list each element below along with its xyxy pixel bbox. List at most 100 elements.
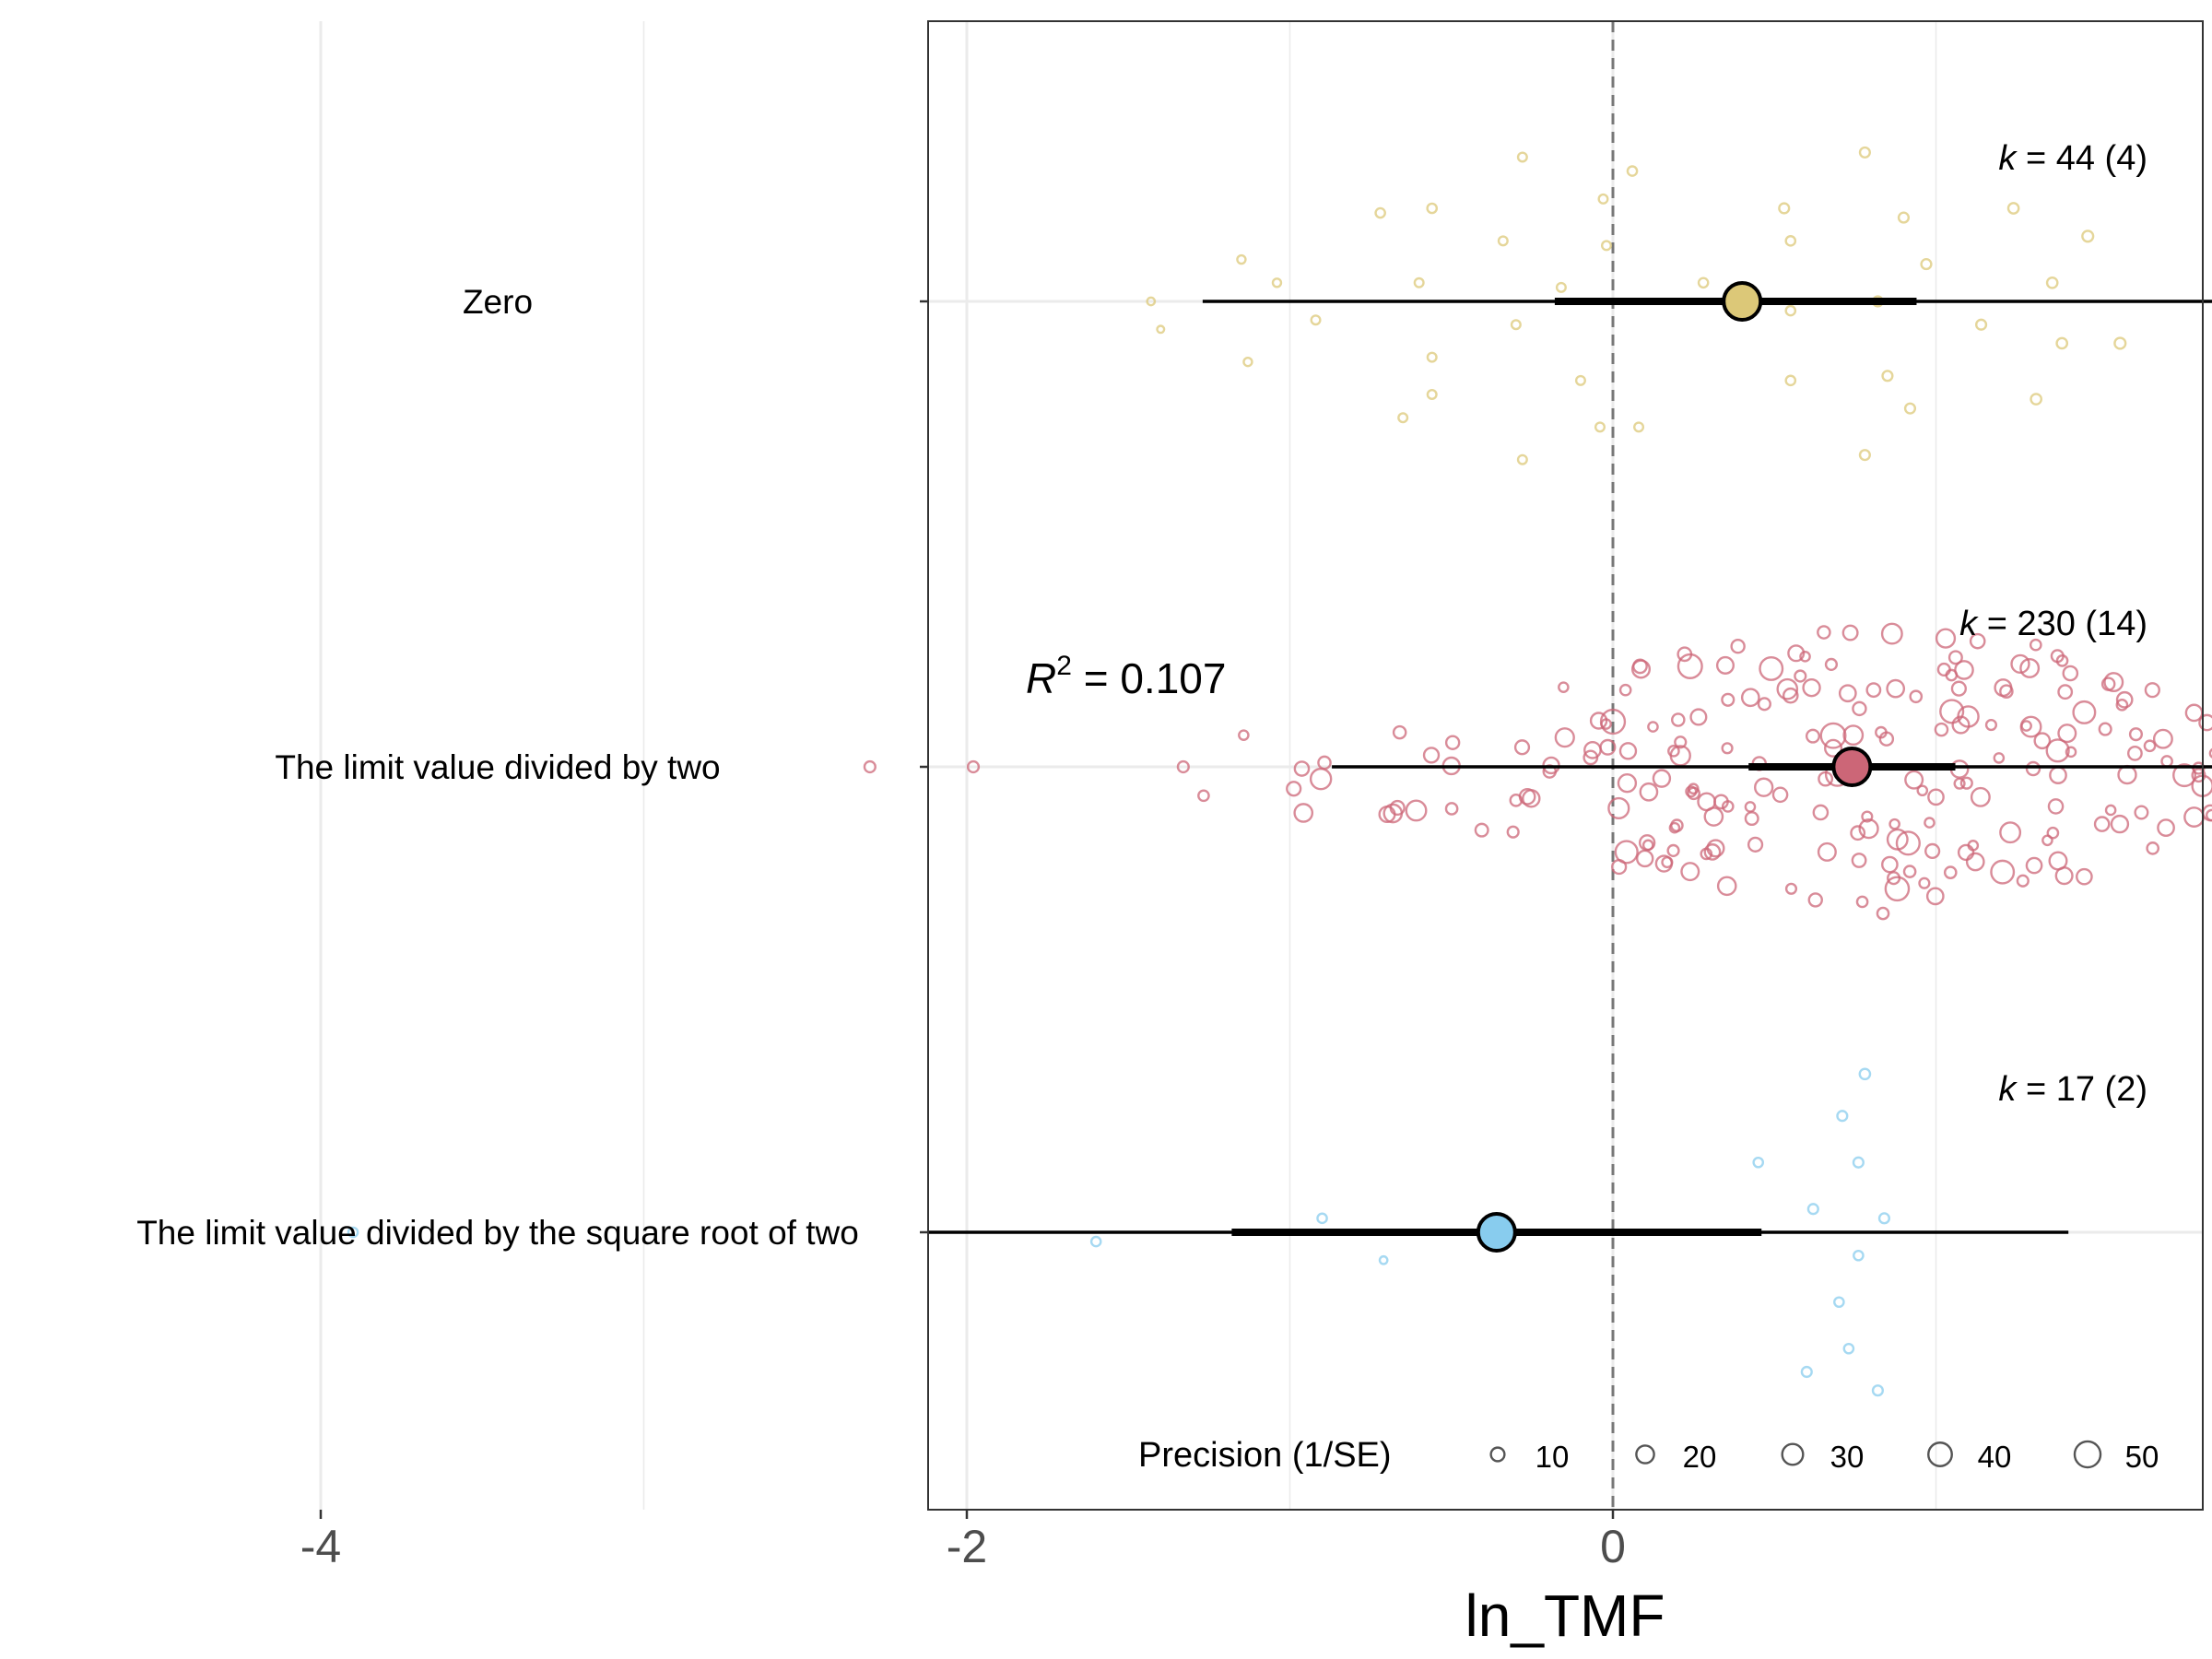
effect-size-point	[2055, 336, 2069, 350]
effect-size-point	[1089, 1235, 1102, 1248]
effect-size-point	[1639, 782, 1659, 802]
effect-size-point	[1611, 858, 1628, 876]
effect-size-point	[1759, 655, 1784, 681]
effect-size-point	[2065, 746, 2077, 759]
y-tick-label: The limit value divided by two	[275, 748, 720, 786]
effect-size-point	[1877, 1212, 1890, 1225]
effect-size-point	[1833, 1296, 1845, 1309]
effect-size-point	[1851, 853, 1867, 868]
effect-size-point	[1516, 453, 1528, 465]
effect-size-point	[1721, 742, 1734, 755]
effect-size-point	[1957, 705, 1980, 728]
effect-size-point	[2016, 874, 2030, 888]
r2-value: = 0.107	[1072, 654, 1227, 702]
effect-size-point	[1784, 882, 1798, 895]
effect-size-point	[1954, 660, 1974, 680]
effect-size-point	[1316, 1212, 1328, 1225]
effect-size-point	[1633, 421, 1645, 433]
effect-size-point	[2146, 841, 2160, 855]
effect-size-point	[1925, 887, 1945, 906]
effect-size-point	[1426, 388, 1438, 401]
effect-size-point	[2033, 732, 2052, 750]
effect-size-point	[2006, 202, 2020, 215]
effect-size-point	[1674, 735, 1688, 749]
effect-size-point	[1903, 402, 1917, 415]
effect-size-point	[1513, 739, 1531, 756]
effect-size-point	[1661, 855, 1674, 869]
effect-size-point	[1852, 1156, 1865, 1169]
effect-size-point	[1752, 1156, 1765, 1169]
effect-size-point	[1924, 817, 1936, 829]
effect-size-point	[1897, 211, 1911, 224]
effect-size-point	[1706, 839, 1725, 858]
effect-size-point	[2152, 728, 2173, 749]
legend-key-label: 10	[1535, 1440, 1570, 1474]
effect-size-point	[2010, 653, 2030, 675]
effect-size-point	[2198, 713, 2212, 732]
effect-size-point	[1881, 370, 1894, 382]
effect-size-point	[1984, 718, 1998, 732]
pooled-estimate-point	[1831, 747, 1873, 787]
legend-key-label: 50	[2125, 1440, 2159, 1474]
effect-size-point	[1614, 840, 1639, 865]
effect-size-point	[1156, 324, 1166, 335]
effect-size-point	[2025, 760, 2041, 777]
effect-size-point	[1838, 684, 1857, 703]
effect-size-point	[1784, 235, 1797, 247]
effect-size-point	[1841, 624, 1859, 641]
effect-size-point	[1236, 253, 1247, 265]
effect-size-point	[1993, 752, 2006, 764]
effect-size-point	[1819, 722, 1847, 749]
effect-size-point	[1713, 794, 1729, 810]
effect-size-point	[1778, 202, 1791, 215]
effect-size-point	[1518, 787, 1536, 806]
effect-size-point	[2057, 724, 2077, 744]
effect-size-point	[2020, 720, 2032, 732]
effect-size-point	[1176, 759, 1190, 774]
effect-size-point	[1947, 650, 1963, 665]
effect-size-point	[1886, 678, 1906, 699]
effect-size-point	[1895, 830, 1921, 856]
effect-size-point	[1884, 876, 1911, 902]
effect-size-point	[1597, 193, 1609, 205]
effect-size-point	[1626, 165, 1639, 177]
effect-size-point	[1589, 712, 1608, 730]
effect-size-point	[966, 759, 981, 774]
effect-size-point	[1939, 699, 1965, 724]
effect-size-point	[1865, 682, 1882, 699]
effect-size-point	[1422, 747, 1441, 764]
k-label: k = 44 (4)	[1998, 139, 2147, 178]
effect-size-point	[2115, 698, 2129, 712]
effect-size-point	[1474, 822, 1489, 838]
plot-panel-border	[927, 20, 2204, 1511]
effect-size-point	[1689, 708, 1708, 726]
r2-label: R	[1026, 654, 1056, 702]
effect-size-point	[1824, 657, 1839, 671]
effect-size-point	[1782, 687, 1799, 704]
effect-size-point	[2098, 722, 2112, 736]
legend-key-label: 20	[1683, 1440, 1717, 1474]
k-label-value: = 230 (14)	[1977, 605, 2147, 643]
effect-size-point	[1924, 842, 1941, 860]
effect-size-point	[1666, 843, 1680, 857]
effect-size-point	[1999, 684, 2014, 699]
effect-size-point	[1721, 692, 1735, 707]
effect-size-point	[1943, 865, 1958, 879]
effect-size-point	[1558, 681, 1570, 693]
effect-size-point	[2134, 805, 2149, 820]
effect-size-point	[2045, 738, 2070, 763]
effect-size-point	[1970, 786, 1991, 807]
pooled-estimate-point	[1722, 281, 1763, 322]
effect-size-point	[2081, 229, 2095, 243]
estimate-layer: k = 44 (4)k = 230 (14)k = 17 (2)	[927, 139, 2212, 1253]
legend-key-circle	[1489, 1446, 1506, 1463]
effect-size-point	[2029, 638, 2042, 652]
y-tick-label: The limit value divided by the square ro…	[136, 1214, 859, 1252]
effect-size-point	[1787, 644, 1806, 663]
effect-size-point	[1920, 258, 1933, 271]
effect-size-point	[1617, 773, 1638, 794]
effect-size-point	[1918, 877, 1931, 889]
effect-size-point	[1715, 655, 1735, 675]
effect-size-point	[2208, 747, 2212, 759]
effect-size-point	[1697, 276, 1710, 289]
